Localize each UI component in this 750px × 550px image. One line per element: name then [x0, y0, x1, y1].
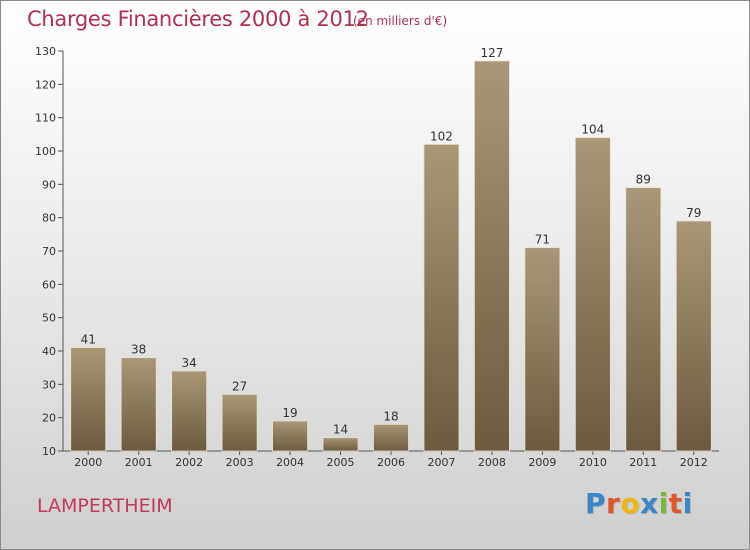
bar-2001: [120, 357, 157, 452]
value-label: 18: [383, 409, 398, 423]
bar-2011: [625, 187, 662, 452]
y-tick-label: 100: [35, 145, 56, 158]
x-tick-label: 2000: [74, 456, 102, 469]
x-tick-label: 2004: [276, 456, 304, 469]
value-label: 14: [333, 423, 348, 437]
x-tick-label: 2010: [579, 456, 607, 469]
logo-letter: t: [668, 487, 683, 520]
y-tick-label: 90: [42, 178, 56, 191]
bar-2003: [221, 393, 258, 452]
x-tick-label: 2001: [125, 456, 153, 469]
bar-2007: [423, 143, 460, 452]
bar-2012: [675, 220, 712, 452]
commune-name: LAMPERTHEIM: [37, 495, 173, 517]
value-label: 41: [81, 333, 96, 347]
x-tick-label: 2002: [175, 456, 203, 469]
y-tick-label: 50: [42, 312, 56, 325]
value-label: 19: [282, 406, 297, 420]
chart-title: Charges Financières 2000 à 2012: [27, 7, 369, 31]
bar-2009: [524, 247, 561, 452]
x-tick-label: 2011: [629, 456, 657, 469]
x-tick-label: 2006: [377, 456, 405, 469]
x-tick-label: 2008: [478, 456, 506, 469]
x-tick-label: 2007: [427, 456, 455, 469]
y-tick-label: 10: [42, 445, 56, 458]
bar-2002: [171, 370, 208, 452]
logo-letter: r: [606, 487, 621, 520]
logo-letter: o: [620, 487, 641, 520]
value-label: 89: [636, 173, 651, 187]
bar-2005: [322, 437, 359, 452]
value-label: 27: [232, 379, 247, 393]
value-label: 34: [182, 356, 197, 370]
chart-subtitle: (en milliers d'€): [353, 14, 448, 28]
x-tick-label: 2009: [528, 456, 556, 469]
logo-letter: i: [658, 487, 669, 520]
y-tick-label: 80: [42, 212, 56, 225]
value-label: 127: [480, 46, 503, 60]
value-label: 79: [686, 206, 701, 220]
y-tick-label: 130: [35, 45, 56, 58]
value-label: 38: [131, 343, 146, 357]
value-label: 102: [430, 129, 453, 143]
bar-2010: [574, 137, 611, 452]
logo-letter: i: [682, 487, 693, 520]
proxiti-logo: Proxiti: [585, 487, 693, 520]
x-tick-label: 2005: [327, 456, 355, 469]
bar-2004: [272, 420, 308, 452]
y-tick-label: 110: [35, 112, 56, 125]
value-label: 104: [581, 123, 604, 137]
bar-2008: [474, 60, 510, 452]
y-tick-label: 20: [42, 412, 56, 425]
y-tick-label: 60: [42, 278, 56, 291]
y-tick-label: 70: [42, 245, 56, 258]
y-tick-label: 30: [42, 378, 56, 391]
x-tick-label: 2003: [226, 456, 254, 469]
bar-2006: [373, 423, 409, 452]
value-label: 71: [535, 233, 550, 247]
y-tick-label: 40: [42, 345, 56, 358]
logo-letter: x: [640, 487, 659, 520]
logo-letter: P: [585, 487, 607, 520]
y-tick-label: 120: [35, 78, 56, 91]
bar-2000: [70, 347, 107, 452]
x-tick-label: 2012: [680, 456, 708, 469]
